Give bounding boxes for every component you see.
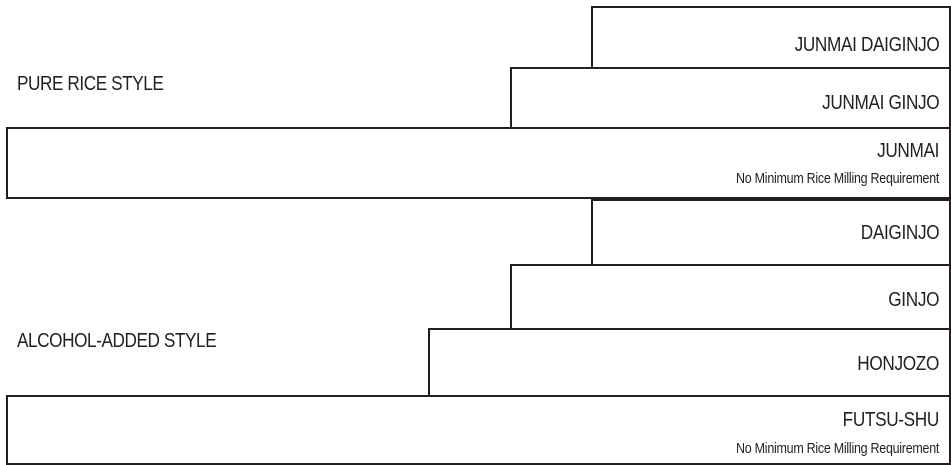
pure-rice-style-label: PURE RICE STYLE	[17, 74, 163, 94]
junmai-daiginjo-box: JUNMAI DAIGINJO	[591, 6, 951, 69]
honjozo-label: HONJOZO	[857, 354, 939, 374]
futsu-shu-milling-note: No Minimum Rice Milling Requirement	[736, 442, 939, 457]
alcohol-added-style-label: ALCOHOL-ADDED STYLE	[17, 331, 216, 351]
junmai-label: JUNMAI	[877, 141, 939, 161]
daiginjo-box: DAIGINJO	[591, 199, 951, 266]
junmai-ginjo-box: JUNMAI GINJO	[510, 67, 951, 129]
futsu-shu-box: FUTSU-SHU No Minimum Rice Milling Requir…	[6, 395, 951, 465]
junmai-daiginjo-label: JUNMAI DAIGINJO	[794, 35, 939, 55]
honjozo-box: HONJOZO	[428, 328, 951, 397]
daiginjo-label: DAIGINJO	[861, 223, 939, 243]
futsu-shu-label: FUTSU-SHU	[843, 410, 939, 430]
junmai-milling-note: No Minimum Rice Milling Requirement	[736, 172, 939, 187]
junmai-ginjo-label: JUNMAI GINJO	[822, 93, 939, 113]
ginjo-label: GINJO	[888, 290, 939, 310]
junmai-box: JUNMAI No Minimum Rice Milling Requireme…	[6, 127, 951, 199]
ginjo-box: GINJO	[510, 264, 951, 330]
